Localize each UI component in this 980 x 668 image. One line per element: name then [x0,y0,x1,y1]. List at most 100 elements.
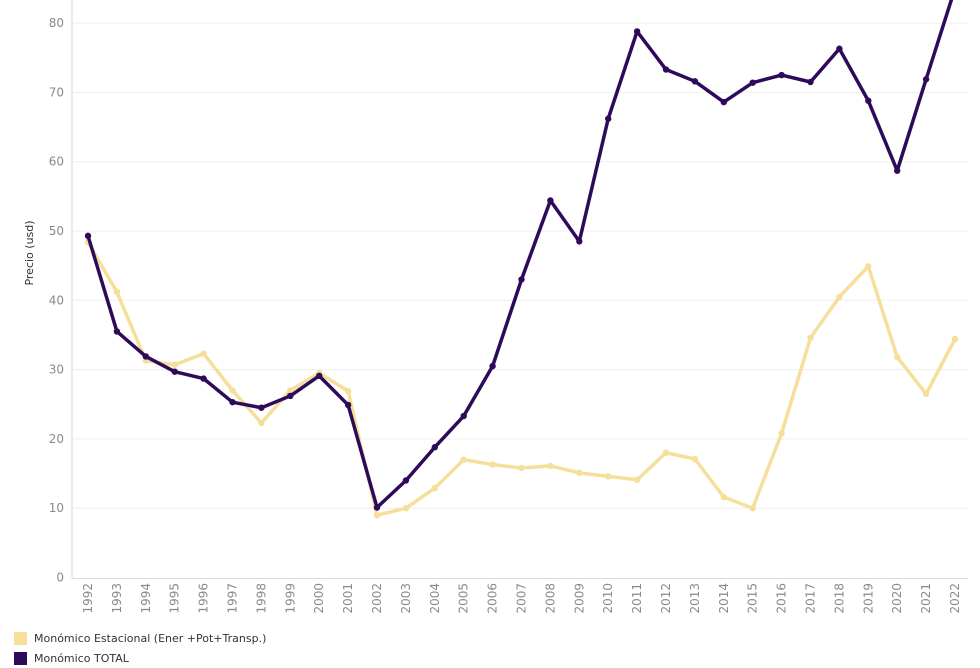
data-point[interactable] [460,456,467,463]
data-point[interactable] [229,387,236,394]
data-point[interactable] [402,477,410,484]
data-point[interactable] [749,79,756,86]
series-1 [84,0,954,511]
data-point[interactable] [200,350,207,357]
y-tick-label: 10 [49,501,64,515]
y-tick-label: 60 [49,155,64,169]
x-tick-label: 1993 [110,583,124,614]
data-point[interactable] [373,511,381,519]
y-tick-label: 20 [49,432,64,446]
data-point[interactable] [662,449,670,456]
data-point[interactable] [402,505,410,512]
x-tick-label: 2002 [370,583,384,614]
data-point[interactable] [633,28,641,35]
data-point[interactable] [922,76,930,83]
data-point[interactable] [836,45,843,52]
data-point[interactable] [720,98,727,106]
legend: Monómico Estacional (Ener +Pot+Transp.) … [14,628,266,668]
x-tick-label: 1994 [139,583,153,614]
data-point[interactable] [749,505,756,512]
x-tick-label: 2013 [688,583,702,614]
x-tick-label: 1999 [283,583,297,614]
data-point[interactable] [894,353,901,361]
data-point[interactable] [344,401,352,409]
data-point[interactable] [287,387,294,394]
x-tick-label: 2006 [486,583,500,614]
series-0 [84,238,959,519]
data-point[interactable] [489,362,496,370]
data-point[interactable] [807,334,814,341]
data-point[interactable] [605,115,612,122]
data-point[interactable] [691,455,699,463]
data-point[interactable] [142,353,149,360]
data-point[interactable] [229,398,236,406]
data-point[interactable] [576,469,583,477]
x-tick-label: 2011 [630,583,644,614]
data-point[interactable] [460,412,467,420]
legend-label-total: Monómico TOTAL [34,651,129,665]
series-line [86,0,954,510]
data-point[interactable] [373,504,381,511]
y-axis-title: Precio (usd) [23,220,36,285]
data-point[interactable] [431,484,438,492]
x-tick-label: 2009 [572,583,586,614]
data-point[interactable] [518,464,525,472]
data-point[interactable] [489,461,496,468]
x-tick-label: 2017 [804,583,818,614]
data-point[interactable] [865,263,872,270]
data-point[interactable] [951,335,959,343]
data-point[interactable] [691,78,699,85]
data-point[interactable] [576,238,583,245]
data-point[interactable] [113,328,121,335]
data-point[interactable] [778,430,785,437]
data-point[interactable] [605,473,612,480]
legend-item-estacional[interactable]: Monómico Estacional (Ener +Pot+Transp.) [14,628,266,648]
x-tick-label: 2022 [948,583,962,614]
x-tick-label: 2014 [717,583,731,614]
data-point[interactable] [258,404,265,411]
y-tick-label: 0 [56,571,64,585]
x-tick-label: 2021 [919,583,933,614]
data-point[interactable] [113,288,121,296]
y-tick-label: 50 [49,224,64,238]
data-point[interactable] [807,78,814,86]
x-tick-label: 1997 [226,583,240,614]
legend-swatch-estacional [14,631,27,645]
y-tick-label: 80 [49,16,64,30]
y-tick-label: 70 [49,85,64,99]
x-tick-label: 2016 [775,583,789,614]
data-point[interactable] [894,167,901,174]
data-point[interactable] [200,375,207,382]
data-point[interactable] [518,276,525,283]
data-point[interactable] [171,361,178,368]
data-point[interactable] [84,232,92,240]
data-point[interactable] [778,71,785,79]
data-point[interactable] [633,476,641,483]
y-tick-label: 30 [49,363,64,377]
data-point[interactable] [344,387,352,395]
data-point[interactable] [287,392,294,400]
data-point[interactable] [662,66,670,73]
data-point[interactable] [547,462,554,470]
data-point[interactable] [865,97,872,104]
x-tick-label: 2003 [399,583,413,614]
series-lines [84,0,959,519]
x-tick-label: 2018 [832,583,846,614]
x-tick-label: 2019 [861,583,875,614]
data-point[interactable] [922,390,930,398]
data-point[interactable] [316,372,323,380]
gridlines [72,22,968,509]
data-point[interactable] [258,419,265,427]
data-point[interactable] [431,444,438,451]
x-tick-label: 2005 [457,583,471,614]
data-point[interactable] [720,493,727,501]
x-tick-label: 1996 [197,583,211,614]
data-point[interactable] [171,368,178,375]
x-tick-label: 2007 [515,583,529,614]
axes: 0 10 20 30 40 50 60 70 80 1992 1993 1994 1995 1996 199… [49,0,968,614]
data-point[interactable] [836,293,843,301]
legend-item-total[interactable]: Monómico TOTAL [14,648,266,668]
data-point[interactable] [547,197,554,204]
legend-swatch-total [14,651,27,665]
